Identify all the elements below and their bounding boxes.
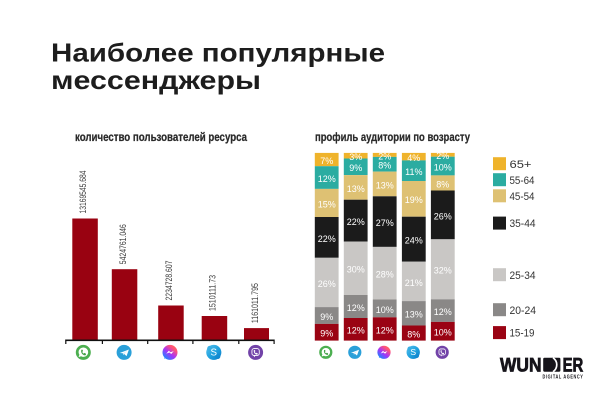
svg-text:55-64: 55-64 bbox=[510, 175, 535, 187]
svg-text:1161011.795: 1161011.795 bbox=[250, 283, 260, 323]
svg-text:25-34: 25-34 bbox=[510, 270, 536, 282]
svg-text:1510111.73: 1510111.73 bbox=[208, 275, 218, 311]
svg-text:35-44: 35-44 bbox=[510, 218, 536, 230]
svg-text:2234728.607: 2234728.607 bbox=[164, 261, 174, 301]
svg-text:5424761.046: 5424761.046 bbox=[118, 224, 128, 264]
svg-text:12%: 12% bbox=[376, 325, 394, 335]
svg-text:2%: 2% bbox=[436, 151, 449, 161]
svg-text:28%: 28% bbox=[376, 270, 394, 280]
svg-text:12%: 12% bbox=[434, 307, 452, 317]
svg-text:12%: 12% bbox=[347, 326, 365, 336]
svg-text:11%: 11% bbox=[405, 167, 422, 177]
svg-text:9%: 9% bbox=[349, 163, 362, 173]
svg-text:количество пользователей ресур: количество пользователей ресурса bbox=[75, 130, 247, 144]
svg-text:15%: 15% bbox=[318, 199, 336, 209]
svg-text:8%: 8% bbox=[436, 179, 449, 189]
svg-text:8%: 8% bbox=[407, 329, 420, 339]
svg-text:19%: 19% bbox=[405, 195, 423, 205]
svg-text:32%: 32% bbox=[434, 266, 452, 276]
svg-text:20-24: 20-24 bbox=[510, 305, 537, 317]
svg-text:45-54: 45-54 bbox=[510, 191, 535, 203]
svg-text:13%: 13% bbox=[376, 180, 394, 190]
svg-text:27%: 27% bbox=[376, 218, 394, 228]
svg-text:8%: 8% bbox=[378, 161, 391, 171]
svg-text:13%: 13% bbox=[347, 184, 365, 194]
svg-text:7%: 7% bbox=[320, 156, 333, 166]
svg-text:DIGITAL AGENCY: DIGITAL AGENCY bbox=[543, 375, 584, 381]
svg-text:ER: ER bbox=[563, 356, 584, 377]
svg-text:S: S bbox=[211, 348, 218, 359]
svg-text:13%: 13% bbox=[405, 310, 423, 320]
svg-text:22%: 22% bbox=[318, 234, 336, 244]
svg-text:30%: 30% bbox=[347, 265, 365, 275]
svg-text:9%: 9% bbox=[320, 312, 333, 322]
svg-text:26%: 26% bbox=[434, 211, 452, 221]
svg-text:10%: 10% bbox=[376, 305, 394, 315]
svg-text:15-19: 15-19 bbox=[510, 328, 535, 340]
svg-text:Наиболее популярные: Наиболее популярные bbox=[51, 38, 385, 68]
svg-text:21%: 21% bbox=[405, 278, 423, 288]
svg-text:10%: 10% bbox=[434, 163, 452, 173]
svg-text:9%: 9% bbox=[320, 329, 333, 339]
svg-text:12%: 12% bbox=[347, 303, 365, 313]
svg-text:S: S bbox=[410, 347, 416, 357]
svg-text:WUN: WUN bbox=[500, 356, 542, 377]
svg-text:13169545.684: 13169545.684 bbox=[78, 171, 88, 214]
svg-text:65+: 65+ bbox=[510, 159, 532, 171]
svg-text:22%: 22% bbox=[347, 217, 365, 227]
svg-text:профиль аудитории по возрасту: профиль аудитории по возрасту bbox=[315, 130, 470, 144]
svg-text:24%: 24% bbox=[405, 236, 423, 246]
svg-text:3%: 3% bbox=[349, 152, 362, 162]
svg-text:2%: 2% bbox=[378, 151, 391, 161]
svg-text:4%: 4% bbox=[407, 153, 420, 163]
svg-text:26%: 26% bbox=[318, 279, 336, 289]
svg-text:12%: 12% bbox=[318, 174, 336, 184]
svg-text:мессенджеры: мессенджеры bbox=[51, 65, 261, 95]
svg-text:10%: 10% bbox=[434, 328, 452, 338]
